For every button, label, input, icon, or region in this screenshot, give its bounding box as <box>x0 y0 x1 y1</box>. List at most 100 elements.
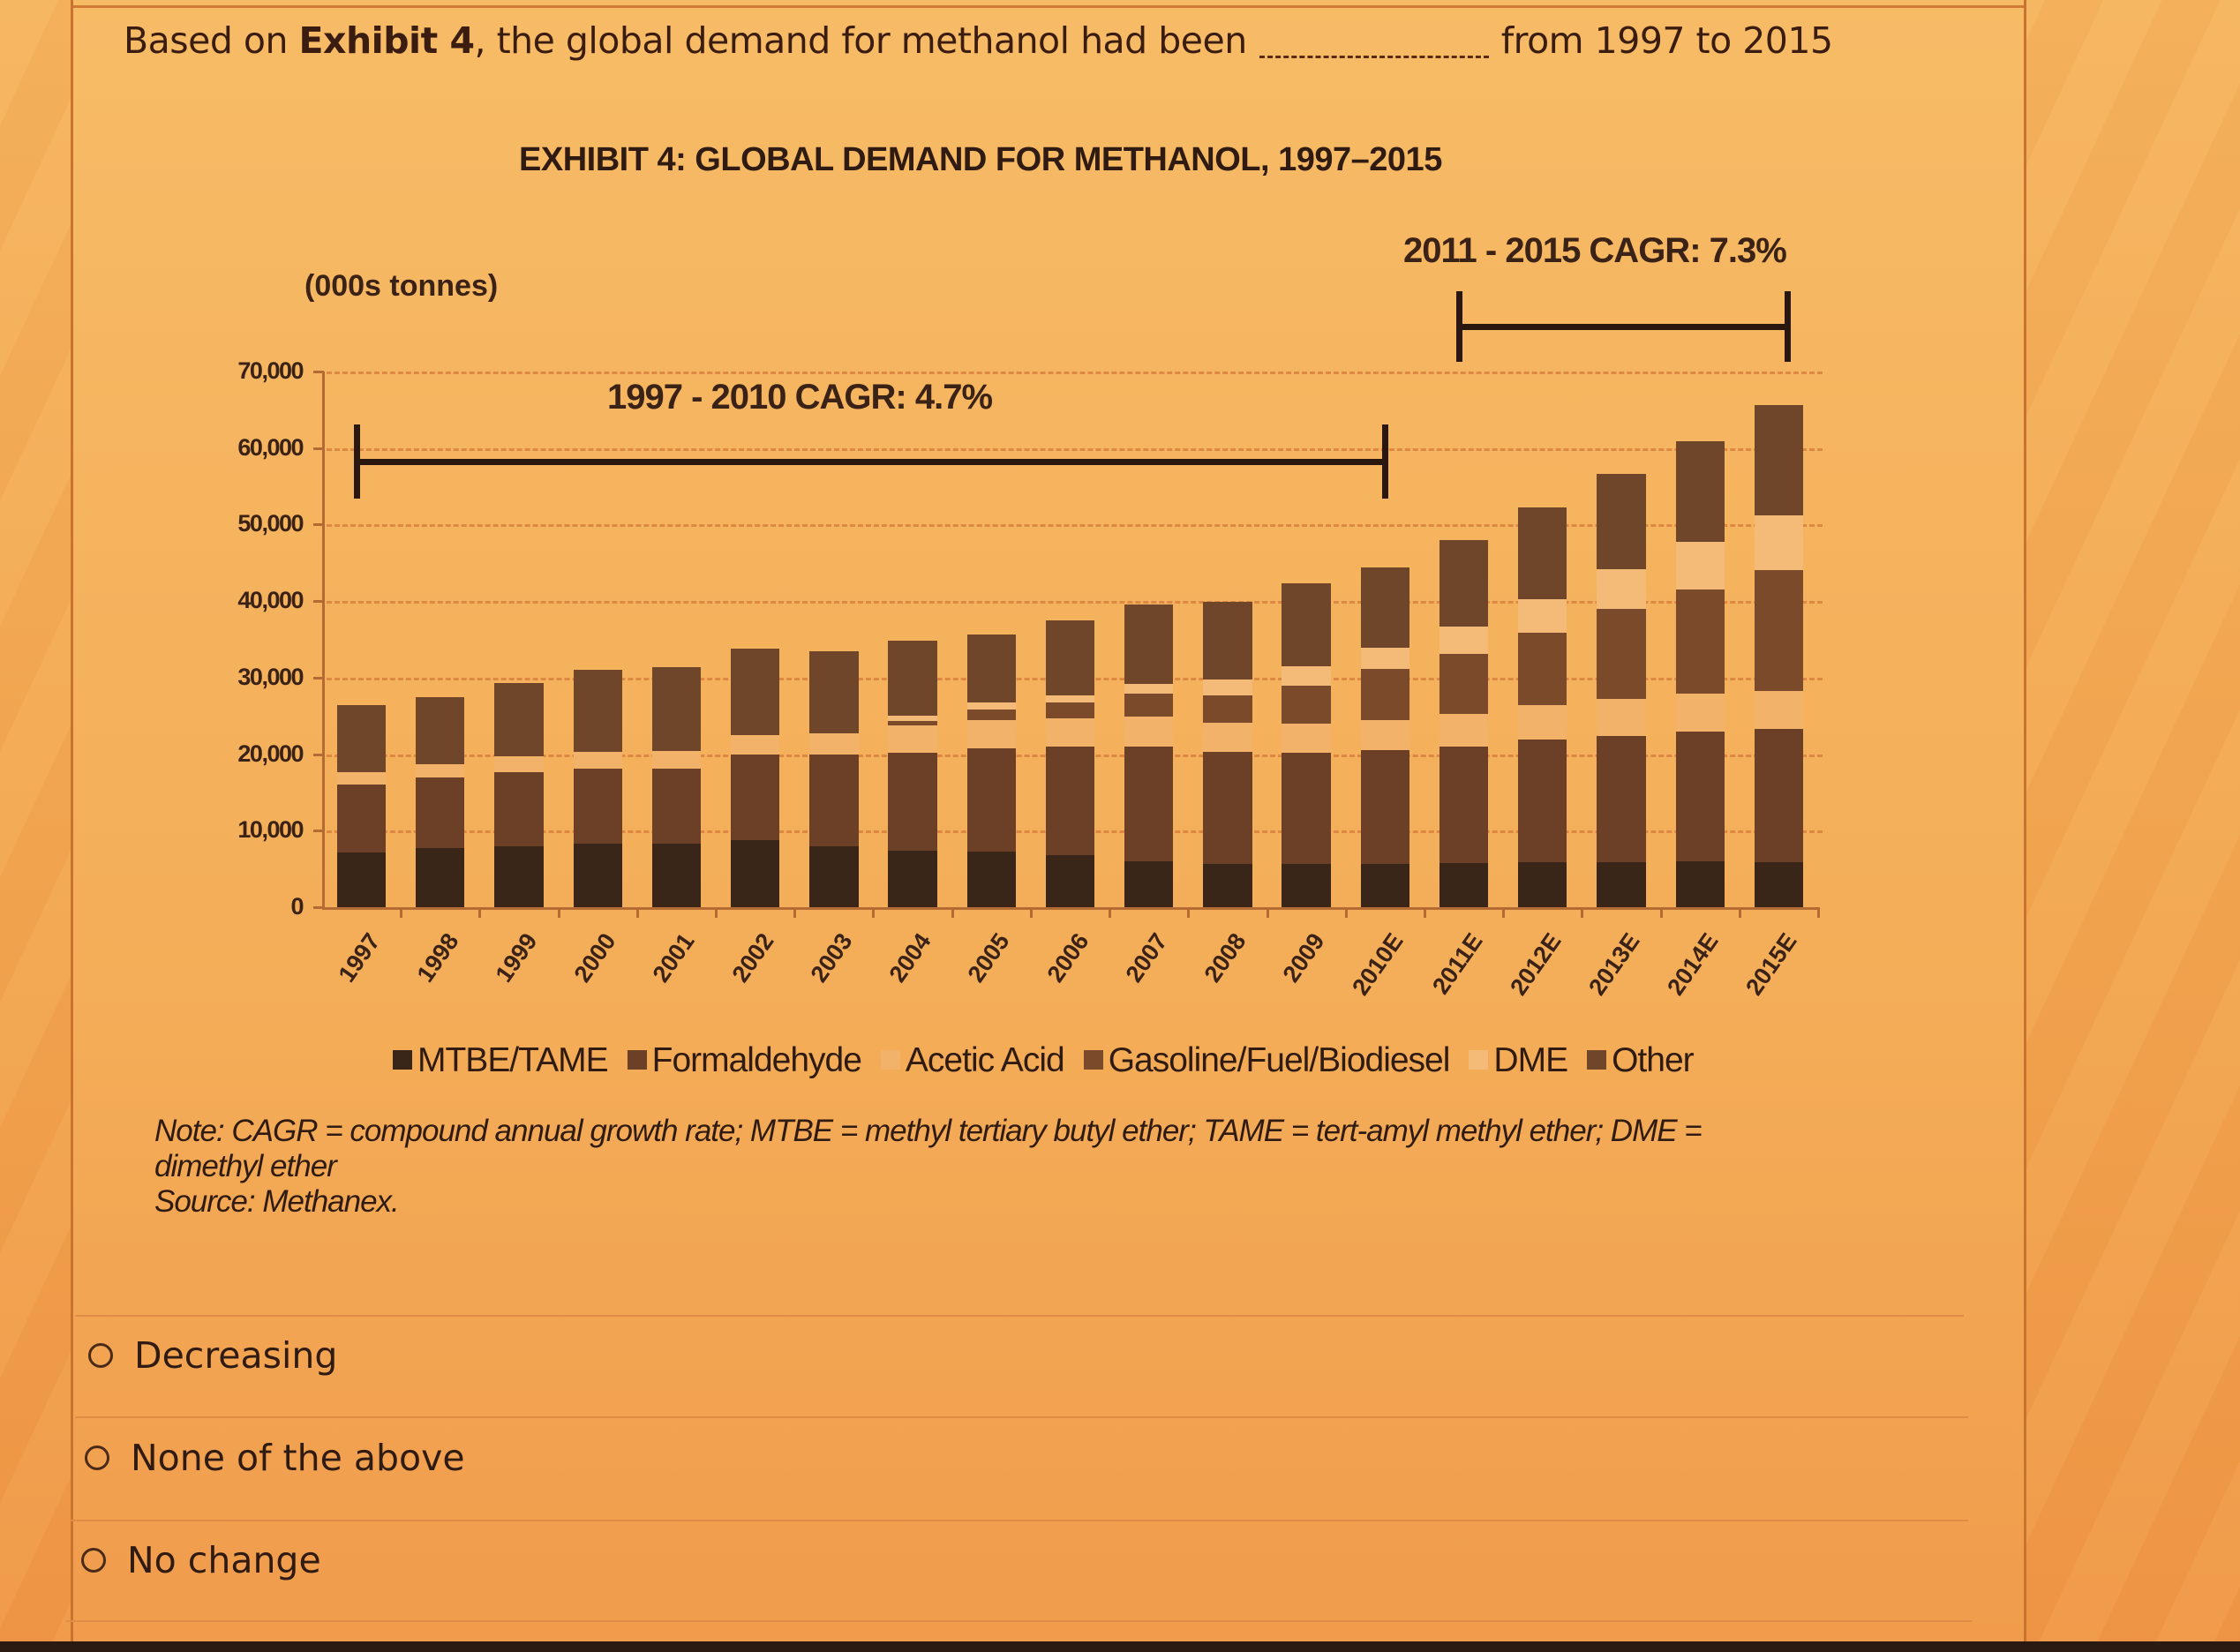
screen-bezel <box>0 1641 2240 1652</box>
x-tick-label: 2001 <box>647 928 701 987</box>
note-line-1: Note: CAGR = compound annual growth rate… <box>154 1114 1703 1148</box>
bar-segment-acetic-acid <box>966 720 1016 748</box>
x-tick-mark <box>1423 907 1426 918</box>
bar-segment-formaldehyde <box>1439 746 1489 863</box>
y-tick-label: 20,000 <box>237 740 304 767</box>
legend-swatch-icon <box>1469 1050 1489 1070</box>
legend-label: DME <box>1493 1041 1568 1079</box>
divider <box>75 1315 1964 1317</box>
bar-segment-formaldehyde <box>494 771 544 846</box>
bar-segment-mtbe-tame <box>731 839 780 907</box>
x-tick-label: 2003 <box>805 928 858 987</box>
bar-segment-mtbe-tame <box>1045 855 1095 907</box>
bar-segment-acetic-acid <box>1597 699 1646 736</box>
fill-in-blank <box>1259 56 1489 58</box>
bar-segment-gasoline-fuel-biodiesel <box>1282 685 1331 724</box>
bar-segment-acetic-acid <box>336 771 387 785</box>
x-tick-label: 2013E <box>1583 928 1645 1001</box>
x-tick-mark <box>1738 907 1741 918</box>
radio-button[interactable] <box>81 1548 106 1573</box>
bar-segment-acetic-acid <box>1518 705 1567 740</box>
legend-item-other: Other <box>1587 1041 1695 1079</box>
option-none-of-the-above[interactable]: None of the above <box>85 1437 465 1479</box>
bar-segment-mtbe-tame <box>1124 860 1174 907</box>
bar-segment-mtbe-tame <box>1282 864 1331 907</box>
legend-swatch-icon <box>1587 1050 1607 1070</box>
x-tick-mark <box>715 907 718 918</box>
bar-segment-formaldehyde <box>1360 750 1409 865</box>
exhibit-reference: Exhibit 4 <box>298 19 476 62</box>
legend-label: Acetic Acid <box>905 1041 1065 1079</box>
bar-segment-other <box>651 666 702 752</box>
bar-segment-other <box>1597 474 1646 569</box>
bar-segment-formaldehyde <box>1754 728 1804 862</box>
bar-segment-acetic-acid <box>651 751 702 770</box>
bar-segment-gasoline-fuel-biodiesel <box>1439 653 1489 714</box>
legend-swatch-icon <box>627 1050 647 1070</box>
bar-segment-other <box>966 635 1016 702</box>
x-tick-mark <box>1502 907 1506 918</box>
option-no-change[interactable]: No change <box>81 1539 321 1581</box>
x-tick-mark <box>1187 907 1191 918</box>
x-tick-mark <box>478 907 482 918</box>
bar-segment-dme <box>1518 599 1567 633</box>
x-tick-mark <box>1817 907 1820 918</box>
option-decreasing[interactable]: Decreasing <box>88 1334 337 1377</box>
y-axis <box>322 372 325 907</box>
bar-segment-gasoline-fuel-biodiesel <box>1045 702 1095 718</box>
x-tick-label: 2008 <box>1199 928 1252 987</box>
question-prefix: Based on <box>124 19 299 62</box>
bar-segment-dme <box>1282 665 1331 686</box>
bar-segment-acetic-acid <box>1675 694 1725 732</box>
x-tick-label: 2012E <box>1504 928 1567 1001</box>
bar-segment-acetic-acid <box>573 751 622 770</box>
bar-segment-dme <box>1754 515 1804 571</box>
cagr-bracket-1997-2010-left-cap <box>353 424 360 499</box>
x-tick-label: 2006 <box>1041 928 1094 987</box>
bar-segment-mtbe-tame <box>1518 861 1567 907</box>
bar-segment-formaldehyde <box>651 769 702 845</box>
x-axis <box>322 907 1818 910</box>
y-tick-mark <box>313 371 324 373</box>
option-label: Decreasing <box>134 1334 338 1377</box>
bar-segment-dme <box>1360 648 1409 670</box>
y-axis-units: (000s tonnes) <box>304 269 499 303</box>
bar-segment-formaldehyde <box>416 777 465 849</box>
bar-segment-acetic-acid <box>494 756 544 772</box>
bar-segment-other <box>573 670 622 752</box>
y-tick-mark <box>313 830 324 833</box>
x-tick-mark <box>1344 907 1348 918</box>
x-tick-label: 2014E <box>1662 928 1724 1001</box>
gridline <box>327 524 1823 528</box>
y-tick-mark <box>313 600 324 604</box>
cagr-bracket-1997-2010-line <box>356 459 1386 465</box>
radio-button[interactable] <box>85 1446 109 1470</box>
legend-item-gasoline-fuel-biodiesel: Gasoline/Fuel/Biodiesel <box>1083 1041 1450 1079</box>
gridline <box>327 447 1823 451</box>
radio-button[interactable] <box>88 1343 113 1368</box>
bar-segment-other <box>1124 604 1174 684</box>
legend-swatch-icon <box>1083 1050 1103 1070</box>
bar-segment-gasoline-fuel-biodiesel <box>1754 570 1804 691</box>
bar-segment-dme <box>1124 683 1174 695</box>
y-tick-label: 50,000 <box>237 510 304 537</box>
x-tick-mark <box>951 907 954 918</box>
bar-segment-formaldehyde <box>966 747 1016 852</box>
cagr-bracket-2011-2015-right-cap <box>1785 291 1792 362</box>
y-tick-label: 10,000 <box>237 816 304 844</box>
bar-segment-gasoline-fuel-biodiesel <box>966 710 1016 721</box>
x-tick-label: 2004 <box>883 928 936 987</box>
divider <box>66 1620 1973 1622</box>
bar-segment-gasoline-fuel-biodiesel <box>1675 589 1725 695</box>
gridline <box>327 601 1823 604</box>
bar-segment-mtbe-tame <box>336 852 387 907</box>
x-tick-mark <box>1581 907 1584 918</box>
bar-segment-acetic-acid <box>1045 717 1095 747</box>
x-tick-label: 2015E <box>1740 928 1802 1001</box>
y-tick-mark <box>313 447 324 450</box>
bar-segment-gasoline-fuel-biodiesel <box>1124 694 1174 717</box>
legend-label: Formaldehyde <box>651 1041 862 1079</box>
x-tick-mark <box>793 907 797 918</box>
chart-title: EXHIBIT 4: GLOBAL DEMAND FOR METHANOL, 1… <box>519 141 1442 178</box>
bar-segment-formaldehyde <box>888 752 937 851</box>
